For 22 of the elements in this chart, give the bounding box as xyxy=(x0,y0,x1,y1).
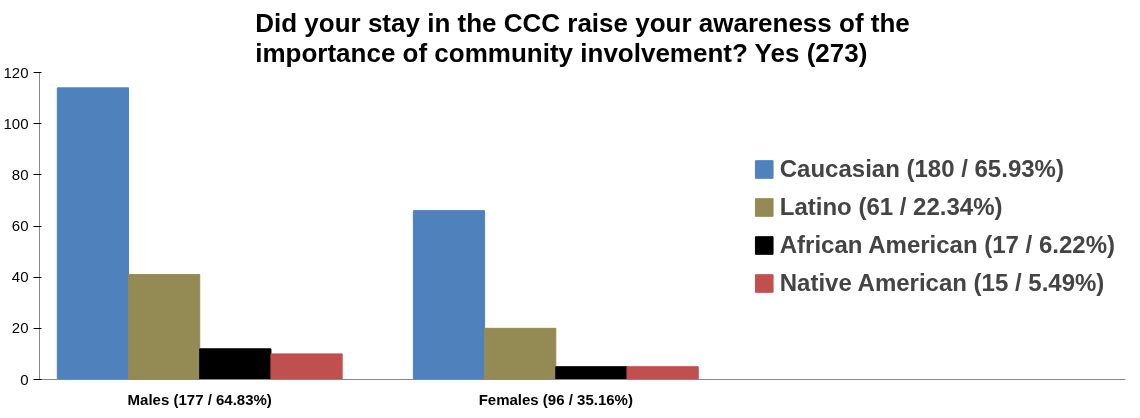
bar xyxy=(555,366,628,380)
y-tick-label: 0 xyxy=(20,370,29,388)
bar xyxy=(56,87,130,380)
y-tick-label: 60 xyxy=(11,217,29,234)
bar xyxy=(484,327,557,380)
bar xyxy=(412,210,486,380)
bar xyxy=(199,348,272,380)
bar xyxy=(626,366,699,380)
y-tick-label: 80 xyxy=(11,165,29,183)
chart-title: Did your stay in the CCC raise your awareness of the importance of community involvement? Yes (273) xyxy=(255,7,910,68)
x-tick-label: Males (177 / 64.83%) xyxy=(127,390,272,408)
bar xyxy=(128,274,201,380)
legend-label: African American (17 / 6.22%) xyxy=(779,230,1115,259)
y-tick-label: 100 xyxy=(3,114,29,132)
legend-label: Latino (61 / 22.34%) xyxy=(779,192,1003,221)
legend-label: Native American (15 / 5.49%) xyxy=(779,268,1105,297)
bar xyxy=(270,353,343,380)
y-tick-label: 40 xyxy=(11,268,29,286)
legend-label: Caucasian (180 / 65.93%) xyxy=(779,154,1064,183)
y-tick-label: 20 xyxy=(11,319,29,337)
x-tick-label: Females (96 / 35.16%) xyxy=(478,390,633,408)
y-tick-label: 120 xyxy=(3,63,29,81)
